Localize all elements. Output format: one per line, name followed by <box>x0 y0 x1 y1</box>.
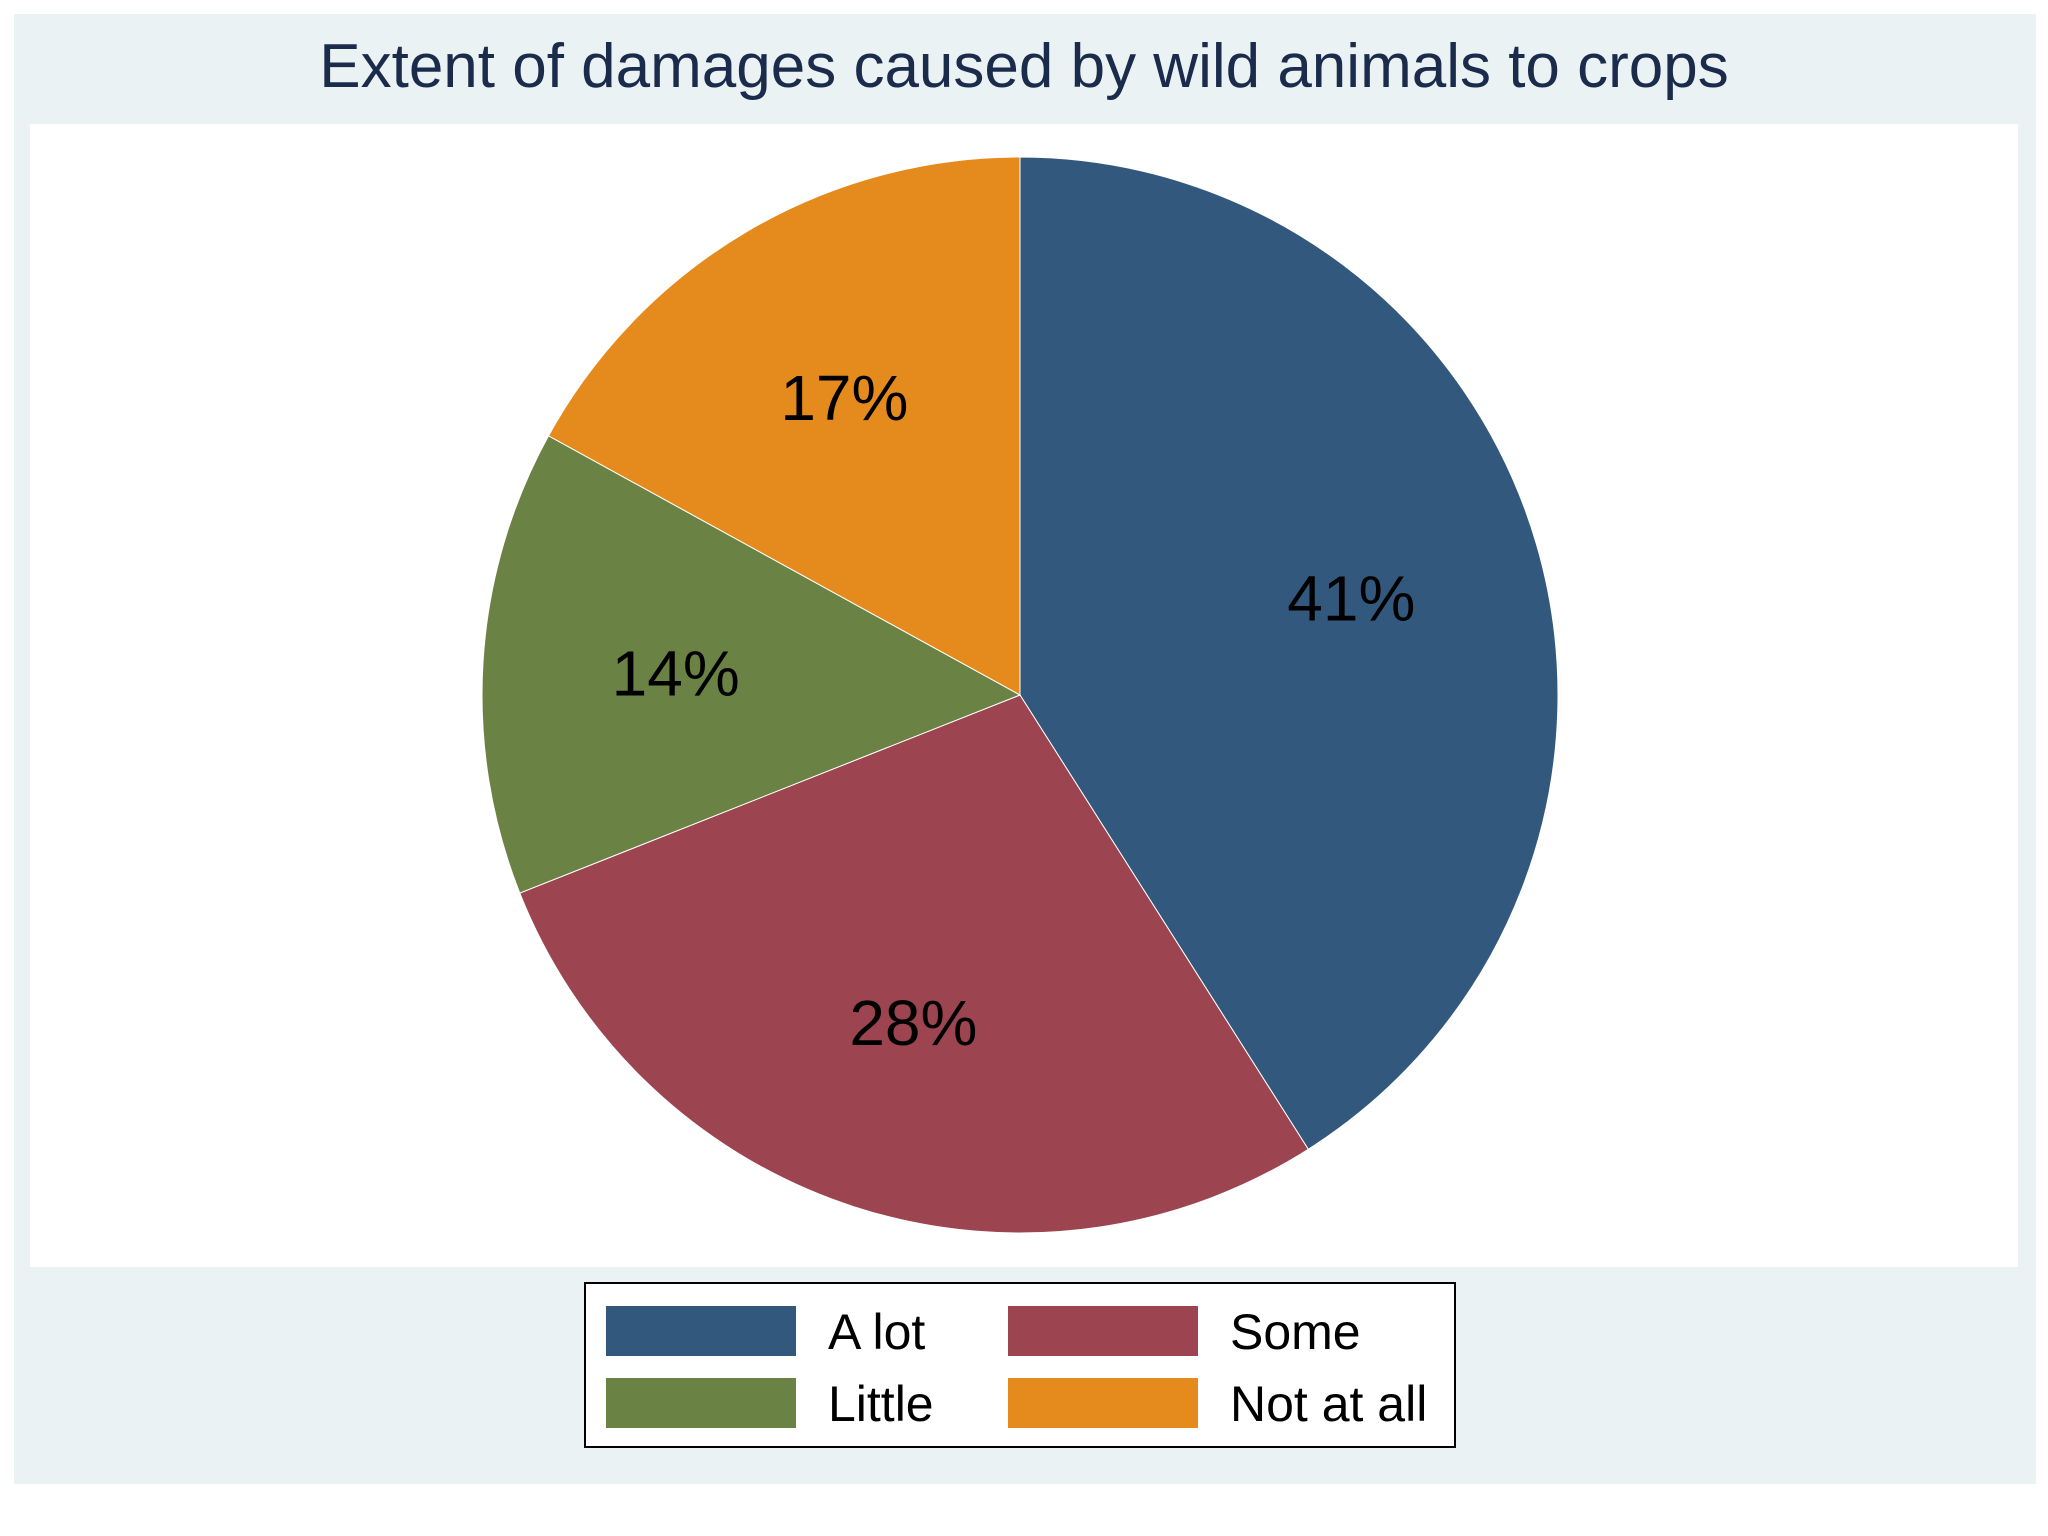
slice-label-not-at-all: 17% <box>780 362 908 434</box>
legend-swatch <box>1008 1378 1198 1428</box>
legend-swatch <box>1008 1306 1198 1356</box>
legend: A lot Some Little Not at all <box>584 1282 1456 1448</box>
legend-swatch <box>606 1306 796 1356</box>
slice-label-little: 14% <box>612 637 740 709</box>
legend-label: Not at all <box>1230 1376 1428 1432</box>
chart-title: Extent of damages caused by wild animals… <box>319 32 1729 101</box>
slice-label-a-lot: 41% <box>1287 563 1415 635</box>
legend-label: A lot <box>828 1304 926 1360</box>
pie-slice-not-at-all <box>547 156 1021 696</box>
legend-swatch <box>606 1378 796 1428</box>
legend-label: Some <box>1230 1304 1361 1360</box>
pie-slice-little <box>481 435 1022 894</box>
legend-label: Little <box>828 1376 934 1432</box>
pie-slice-some <box>519 694 1309 1234</box>
pie-slice-a-lot <box>1019 156 1559 1150</box>
pie-chart: 41% 28% 14% 17% <box>481 156 1559 1234</box>
plot-area: 41% 28% 14% 17% <box>30 124 2018 1267</box>
slice-label-some: 28% <box>849 987 977 1059</box>
